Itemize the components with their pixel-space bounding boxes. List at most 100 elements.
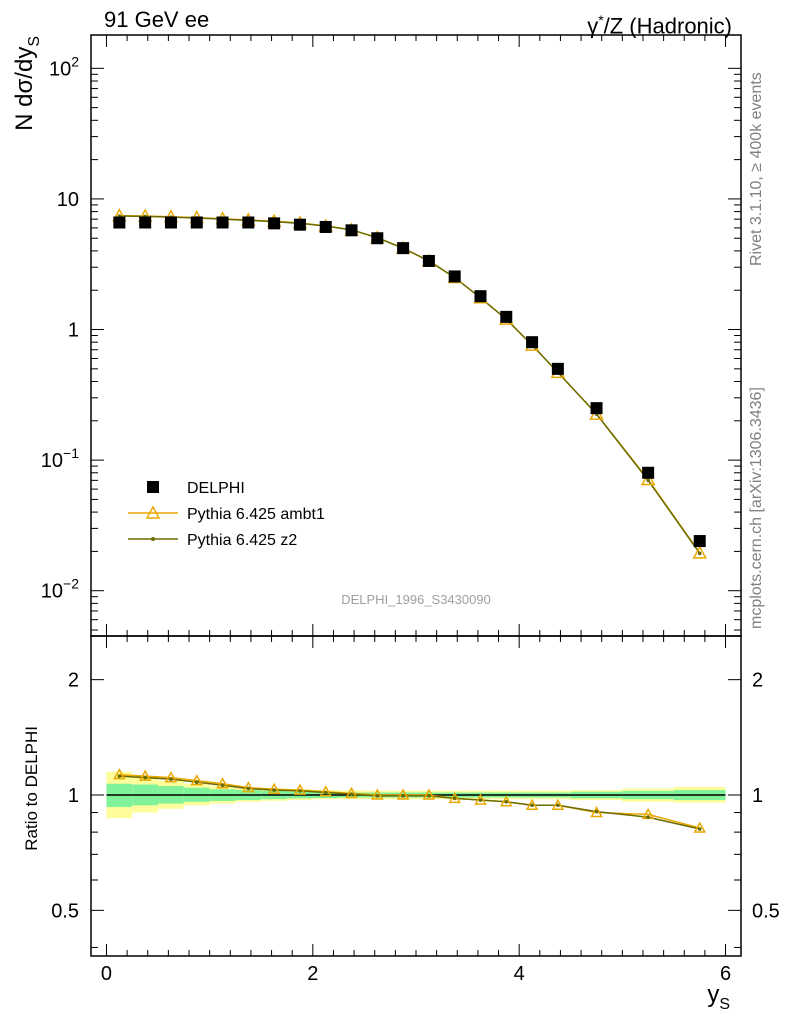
analysis-id-label: DELPHI_1996_S3430090 <box>341 592 491 607</box>
ratio-ambt1-point <box>693 821 707 833</box>
legend-label-delphi: DELPHI <box>187 480 245 497</box>
ratio-z2-point <box>556 803 560 808</box>
delphi-point <box>371 232 384 245</box>
x-tick-label: 2 <box>307 963 318 985</box>
legend: DELPHI Pythia 6.425 ambt1 Pythia 6.425 z… <box>128 480 325 549</box>
x-tick-label: 6 <box>720 963 731 985</box>
delphi-point <box>551 362 564 375</box>
delphi-point <box>190 216 203 229</box>
ratio-y-tick-label: 0.5 <box>51 900 79 922</box>
legend-marker-z2 <box>151 537 155 541</box>
ratio-z2-point <box>530 803 534 808</box>
delphi-point <box>164 216 177 229</box>
delphi-point <box>693 535 706 548</box>
ratio-z2-point <box>169 777 173 781</box>
energy-label: 91 GeV ee <box>104 7 210 32</box>
ratio-y-axis-label: Ratio to DELPHI <box>22 726 41 851</box>
ratio-ambt1-point <box>190 774 204 786</box>
delphi-point <box>590 402 603 415</box>
main-line-z2 <box>119 215 701 554</box>
main-y-tick-label: 102 <box>49 53 79 80</box>
ratio-y-tick-label-right: 0.5 <box>752 900 780 922</box>
legend-label-z2: Pythia 6.425 z2 <box>187 532 297 549</box>
delphi-point <box>268 217 281 230</box>
delphi-point <box>216 216 229 229</box>
ratio-series-group <box>113 768 707 833</box>
ambt1-point <box>692 545 707 559</box>
ratio-z2-point <box>349 792 354 796</box>
ratio-ambt1-point <box>396 788 410 800</box>
ratio-ambt1-point <box>345 786 358 799</box>
ratio-ambt1-point <box>422 788 436 800</box>
ratio-ambt1-point <box>242 781 255 793</box>
delphi-point <box>397 242 410 255</box>
ratio-z2-point <box>220 783 225 788</box>
ratio-y-tick-label: 2 <box>68 670 79 692</box>
main-y-axis-label: N dσ/dyS <box>11 36 43 131</box>
ratio-ambt1-point <box>448 791 461 804</box>
ratio-z2-point <box>594 809 599 814</box>
ratio-ambt1-point <box>319 785 332 797</box>
main-y-axis-label-main: N dσ/dy <box>11 47 38 131</box>
delphi-point <box>474 290 487 303</box>
ratio-z2-point <box>323 790 328 795</box>
ratio-ambt1-point <box>551 798 565 811</box>
ratio-ambt1-point <box>525 798 539 811</box>
ratio-z2-point <box>452 796 457 801</box>
delphi-point <box>293 218 306 231</box>
delphi-point <box>526 336 539 349</box>
delphi-point <box>448 270 461 283</box>
ratio-z2-point <box>478 798 483 802</box>
ratio-z2-point <box>143 775 147 780</box>
ratio-ambt1-point <box>138 769 152 781</box>
delphi-point <box>113 216 126 229</box>
x-axis-label: yS <box>707 981 730 1013</box>
ratio-y-tick-label-right: 2 <box>752 670 763 692</box>
process-superscript: * <box>598 12 604 28</box>
ratio-z2-point <box>697 827 702 831</box>
legend-marker-ambt1 <box>145 505 161 519</box>
ratio-z2-point <box>117 774 122 778</box>
ratio-ambt1-point <box>267 782 281 795</box>
ratio-y-tick-label: 1 <box>68 785 79 807</box>
ratio-ambt1-point <box>474 793 487 805</box>
ratio-ambt1-point <box>113 768 126 780</box>
ratio-ambt1-point <box>164 771 178 783</box>
x-tick-label: 4 <box>514 963 525 985</box>
ratio-z2-point <box>194 780 199 784</box>
x-tick-label: 0 <box>101 963 112 985</box>
ambt1-point <box>640 471 656 486</box>
ratio-z2-point <box>427 794 431 798</box>
ratio-y-tick-label-right: 1 <box>752 785 763 807</box>
main-y-tick-label: 1 <box>68 320 79 342</box>
delphi-point <box>642 466 655 479</box>
main-y-axis-label-sub: S <box>26 36 43 47</box>
ratio-ambt1-point <box>590 805 603 818</box>
main-y-tick-label: 10−2 <box>41 576 79 603</box>
delphi-point <box>422 254 435 267</box>
delphi-point <box>500 310 513 323</box>
ratio-z2-point <box>375 794 380 798</box>
legend-marker-delphi <box>147 481 159 493</box>
ratio-ambt1-point <box>371 788 384 800</box>
process-rest: /Z (Hadronic) <box>603 13 732 39</box>
ratio-z2-point <box>246 786 251 791</box>
z2-point <box>697 551 702 556</box>
ratio-z2-point <box>401 794 405 798</box>
z2-point <box>646 478 650 483</box>
main-y-tick-label: 10−1 <box>41 445 79 472</box>
main-series-group <box>112 208 707 559</box>
ticks-group: 0 2 4 6 10−2 10−1 1 10 102 0.5 0.5 1 1 2 2 <box>41 35 780 985</box>
ratio-ambt1-point <box>216 777 229 789</box>
ratio-z2-point <box>272 788 276 792</box>
main-line-ambt1 <box>119 214 701 554</box>
ratio-ambt1-point <box>293 783 307 795</box>
main-y-tick-label: 10 <box>57 189 79 211</box>
ratio-z2-point <box>646 815 650 820</box>
x-axis-label-main: y <box>707 981 719 1008</box>
mcplots-reference-label: mcplots.cern.ch [arXiv:1306.3436] <box>748 387 765 629</box>
x-axis-label-sub: S <box>719 996 730 1013</box>
ratio-z2-point <box>504 799 509 804</box>
ratio-ambt1-point <box>500 795 513 807</box>
